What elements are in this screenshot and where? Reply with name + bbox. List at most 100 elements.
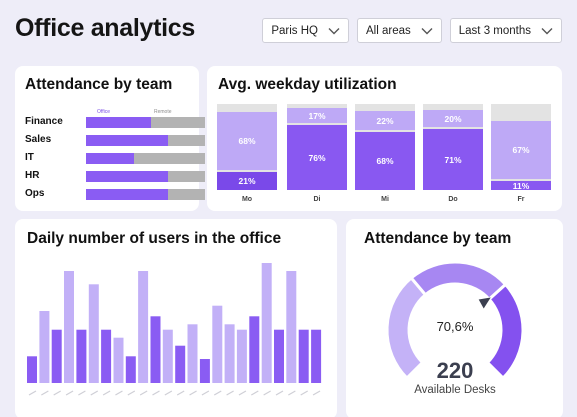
x-tick-mark	[65, 390, 74, 396]
daily-users-chart	[27, 263, 322, 396]
x-tick-mark	[102, 390, 111, 396]
daily-users-title: Daily number of users in the office	[27, 230, 282, 247]
x-tick-mark	[300, 390, 308, 396]
desk-gauge-card: Attendance by team 70,6% 220 Available D…	[346, 219, 563, 417]
utilization-occupied-segment: 11%	[491, 181, 551, 191]
utilization-booked-segment: 67%	[491, 121, 551, 179]
x-tick-mark	[139, 390, 148, 396]
utilization-column: 22% 68%	[355, 104, 415, 190]
x-tick-mark	[53, 390, 61, 396]
daily-users-bar	[101, 329, 112, 383]
desk-gauge-title: Attendance by team	[364, 230, 512, 247]
location-dropdown[interactable]: Paris HQ	[262, 18, 350, 43]
x-tick-mark	[176, 390, 185, 396]
x-tick-mark	[238, 390, 247, 396]
gauge-segment-mid	[409, 260, 508, 302]
gauge-percent: 70,6%	[436, 319, 474, 334]
daily-users-bar	[88, 284, 99, 383]
daily-users-bar	[175, 345, 186, 383]
team-remote-bar	[86, 171, 205, 182]
x-tick-mark	[263, 390, 271, 396]
x-tick-mark	[201, 390, 210, 396]
x-tick-mark	[164, 390, 173, 396]
utilization-column: 20% 71%	[423, 104, 483, 190]
utilization-booked-segment: 22%	[355, 111, 415, 130]
chevron-down-icon	[541, 27, 553, 34]
utilization-booked-segment: 20%	[423, 110, 483, 127]
daily-users-bar	[224, 324, 235, 383]
daily-users-bar	[311, 329, 322, 383]
x-tick-mark	[275, 390, 284, 396]
utilization-booked-segment: 17%	[287, 108, 347, 123]
team-office-bar	[86, 135, 169, 146]
daily-users-bar	[150, 316, 161, 383]
utilization-column: 68% 21%	[217, 104, 277, 190]
area-dropdown[interactable]: All areas	[357, 18, 442, 43]
location-dropdown-label: Paris HQ	[271, 24, 319, 37]
daily-users-bar	[274, 329, 284, 383]
daily-users-bar	[51, 329, 62, 383]
team-remote-bar	[86, 135, 205, 146]
x-tick-mark	[312, 390, 321, 396]
daily-users-bar	[138, 271, 149, 383]
weekday-label: Fr	[517, 196, 525, 203]
utilization-column: 17% 76%	[287, 104, 347, 190]
team-row: HR	[25, 170, 205, 182]
utilization-occupied-segment: 76%	[287, 125, 347, 190]
x-tick-mark	[78, 390, 86, 396]
gauge-pointer-icon	[478, 297, 491, 309]
x-tick-mark	[115, 390, 123, 396]
weekday-utilization-card: Avg. weekday utilization 68% 21% Mo 17% 76% D…	[207, 66, 562, 211]
period-dropdown[interactable]: Last 3 months	[449, 18, 562, 43]
daily-users-bar	[125, 356, 136, 383]
team-office-bar	[86, 117, 152, 128]
team-label: Finance	[25, 116, 63, 127]
team-attendance-card: Attendance by team Office Remote Finance…	[15, 66, 205, 211]
daily-users-bar	[261, 263, 272, 383]
utilization-booked-segment: 68%	[217, 112, 277, 170]
team-remote-bar	[86, 189, 205, 200]
team-label: HR	[25, 170, 40, 181]
team-remote-bar	[86, 117, 205, 128]
team-label: IT	[25, 152, 34, 163]
x-tick-mark	[213, 390, 222, 396]
utilization-occupied-segment: 68%	[355, 132, 415, 190]
x-tick-mark	[251, 390, 259, 396]
available-desks-label: Available Desks	[414, 384, 496, 396]
utilization-occupied-segment: 71%	[423, 129, 483, 190]
team-row: IT	[25, 152, 205, 164]
daily-users-bar	[187, 324, 198, 383]
weekday-label: Do	[448, 196, 458, 203]
available-desks-count: 220	[436, 358, 474, 383]
daily-users-bar	[113, 337, 124, 383]
team-row: Ops	[25, 188, 205, 200]
team-office-bar	[86, 171, 169, 182]
legend-remote: Remote	[154, 109, 172, 115]
daily-users-bar	[199, 359, 210, 383]
team-office-bar	[86, 153, 134, 164]
daily-users-bar	[286, 271, 297, 383]
x-tick-mark	[226, 390, 234, 396]
utilization-occupied-segment: 21%	[217, 172, 277, 190]
weekday-label: Mo	[241, 196, 253, 203]
desk-gauge	[385, 260, 525, 381]
team-office-bar	[86, 189, 169, 200]
period-dropdown-label: Last 3 months	[458, 24, 531, 37]
area-dropdown-label: All areas	[366, 24, 411, 37]
team-label: Ops	[25, 188, 45, 199]
daily-users-bar	[212, 305, 223, 383]
team-attendance-title: Attendance by team	[25, 76, 173, 93]
page-title: Office analytics	[15, 14, 196, 42]
legend-office: Office	[97, 109, 110, 115]
weekday-label: Di	[313, 196, 321, 203]
daily-users-card: Daily number of users in the office	[15, 219, 337, 417]
daily-users-bar	[39, 311, 50, 383]
x-tick-mark	[288, 390, 296, 396]
daily-users-bar	[298, 329, 309, 383]
daily-users-bar	[236, 329, 247, 383]
weekday-label: Mi	[381, 196, 389, 203]
daily-users-bar	[76, 329, 87, 383]
team-row: Sales	[25, 134, 205, 146]
chevron-down-icon	[421, 27, 433, 34]
daily-users-bar	[162, 329, 173, 383]
